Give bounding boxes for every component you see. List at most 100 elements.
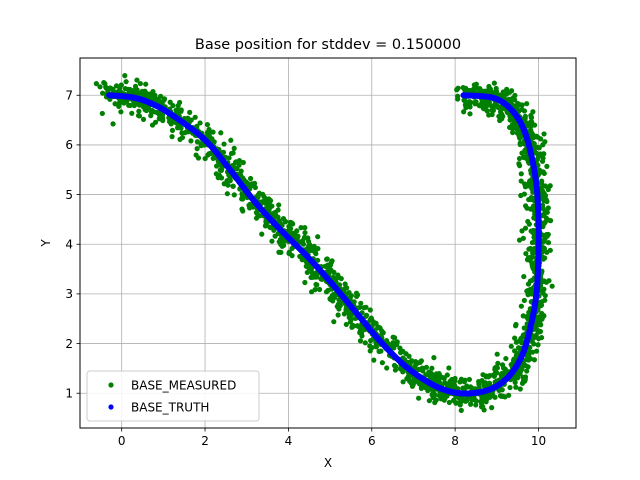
measured-point bbox=[517, 133, 523, 139]
measured-point bbox=[294, 235, 300, 241]
x-tick-label: 8 bbox=[451, 434, 459, 448]
measured-point bbox=[512, 348, 518, 354]
x-axis-label: X bbox=[324, 456, 332, 470]
measured-point bbox=[221, 181, 227, 187]
measured-point bbox=[204, 121, 211, 128]
measured-point bbox=[378, 348, 384, 354]
measured-point bbox=[516, 237, 523, 243]
measured-point bbox=[518, 178, 524, 184]
measured-point bbox=[434, 371, 441, 377]
measured-point bbox=[240, 175, 246, 181]
measured-point bbox=[400, 379, 406, 385]
measured-point bbox=[97, 84, 103, 90]
measured-point bbox=[517, 141, 523, 148]
measured-point bbox=[306, 265, 312, 271]
measured-point bbox=[195, 155, 202, 161]
measured-point bbox=[527, 245, 534, 252]
measured-point bbox=[513, 321, 519, 328]
measured-point bbox=[459, 398, 465, 404]
measured-point bbox=[313, 251, 319, 257]
measured-point bbox=[179, 130, 185, 136]
measured-point bbox=[549, 283, 555, 289]
measured-point bbox=[540, 142, 546, 148]
measured-point bbox=[458, 407, 464, 413]
measured-point bbox=[282, 218, 289, 224]
measured-point bbox=[519, 150, 525, 156]
measured-point bbox=[302, 279, 308, 286]
measured-point bbox=[441, 395, 447, 401]
measured-point bbox=[232, 159, 239, 165]
measured-point bbox=[272, 209, 278, 216]
measured-point bbox=[122, 73, 128, 79]
y-tick-label: 1 bbox=[65, 387, 73, 401]
measured-point bbox=[539, 192, 546, 198]
measured-point bbox=[167, 99, 173, 105]
measured-point bbox=[499, 387, 505, 393]
measured-point bbox=[526, 350, 532, 357]
measured-point bbox=[292, 230, 298, 237]
chart-title: Base position for stddev = 0.150000 bbox=[195, 37, 461, 53]
measured-point bbox=[335, 272, 341, 278]
measured-point bbox=[136, 113, 143, 119]
x-tick-label: 10 bbox=[531, 434, 546, 448]
measured-point bbox=[418, 358, 424, 364]
series-base-truth bbox=[106, 92, 542, 397]
measured-point bbox=[541, 198, 547, 204]
measured-point bbox=[324, 256, 330, 262]
measured-point bbox=[342, 281, 348, 287]
measured-point bbox=[178, 107, 184, 113]
measured-point bbox=[518, 367, 524, 374]
measured-point bbox=[545, 205, 551, 211]
measured-point bbox=[541, 170, 547, 177]
measured-point bbox=[158, 93, 164, 99]
measured-point bbox=[515, 100, 521, 107]
measured-point bbox=[227, 178, 233, 184]
measured-point bbox=[299, 257, 305, 263]
measured-point bbox=[179, 134, 186, 141]
measured-point bbox=[240, 196, 246, 202]
y-tick-label: 4 bbox=[65, 238, 73, 252]
measured-point bbox=[363, 304, 369, 310]
y-tick-label: 6 bbox=[65, 138, 73, 152]
measured-point bbox=[461, 109, 467, 115]
measured-point bbox=[216, 172, 222, 178]
measured-point bbox=[482, 393, 488, 400]
measured-point bbox=[536, 319, 543, 325]
measured-point bbox=[516, 155, 523, 162]
measured-point bbox=[418, 385, 424, 392]
measured-point bbox=[363, 312, 370, 318]
measured-point bbox=[221, 141, 227, 147]
measured-point bbox=[529, 239, 536, 246]
measured-point bbox=[522, 376, 528, 382]
measured-point bbox=[528, 206, 534, 212]
measured-point bbox=[430, 395, 436, 401]
measured-point bbox=[373, 344, 379, 350]
measured-point bbox=[118, 109, 124, 115]
measured-point bbox=[169, 134, 175, 140]
measured-point bbox=[289, 253, 295, 259]
measured-point bbox=[496, 113, 502, 119]
y-tick-label: 3 bbox=[65, 287, 73, 301]
measured-point bbox=[188, 138, 194, 144]
measured-point bbox=[518, 171, 524, 177]
measured-point bbox=[289, 220, 295, 226]
measured-point bbox=[512, 376, 518, 382]
measured-point bbox=[541, 238, 547, 244]
measured-point bbox=[188, 117, 194, 123]
measured-point bbox=[531, 141, 537, 147]
measured-point bbox=[156, 116, 162, 122]
measured-point bbox=[519, 228, 525, 234]
measured-point bbox=[168, 117, 174, 124]
measured-point bbox=[522, 225, 529, 231]
measured-point bbox=[510, 129, 516, 136]
x-tick-label: 2 bbox=[201, 434, 209, 448]
measured-point bbox=[535, 342, 541, 348]
measured-point bbox=[391, 335, 398, 341]
measured-point bbox=[528, 127, 534, 133]
measured-point bbox=[539, 334, 545, 341]
measured-point bbox=[543, 215, 549, 221]
measured-point bbox=[230, 183, 236, 189]
measured-point bbox=[476, 102, 482, 109]
measured-point bbox=[403, 351, 409, 357]
measured-point bbox=[194, 139, 201, 145]
